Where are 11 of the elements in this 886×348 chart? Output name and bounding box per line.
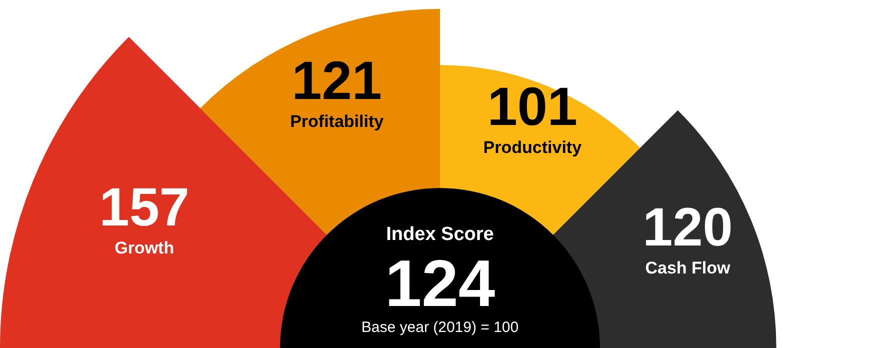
category-label: Profitability (290, 112, 384, 131)
data-label: 121 (292, 50, 382, 111)
data-label: 120 (642, 197, 733, 258)
category-label: Productivity (483, 138, 582, 157)
data-label: 101 (487, 76, 578, 137)
category-label: Growth (114, 238, 174, 258)
text: 124 (384, 246, 496, 320)
text: Base year (2019) = 100 (361, 319, 519, 336)
data-label: 157 (99, 178, 190, 238)
category-label: Cash Flow (645, 258, 732, 278)
text: Index Score (386, 224, 494, 245)
